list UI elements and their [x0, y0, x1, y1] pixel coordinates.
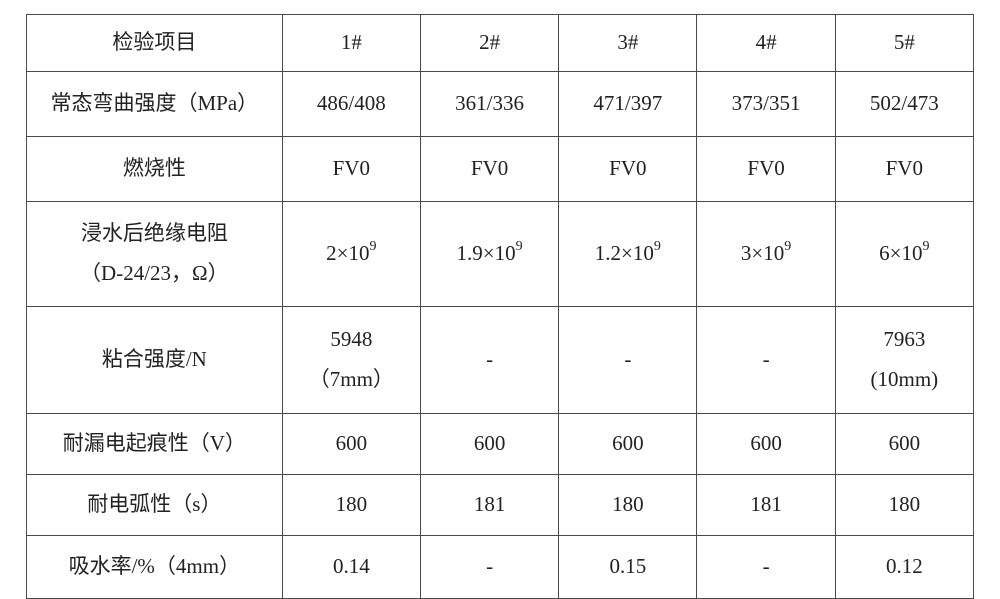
value-cell: - [559, 307, 697, 414]
value-cell: FV0 [420, 137, 558, 202]
value-cell: 3×109 [697, 202, 835, 307]
value-cell: 486/408 [282, 72, 420, 137]
row-label: 粘合强度/N [27, 307, 283, 414]
value-cell: 5948（7mm） [282, 307, 420, 414]
value-cell: 1.2×109 [559, 202, 697, 307]
row-label: 耐漏电起痕性（V） [27, 414, 283, 475]
value-note: (10mm) [838, 360, 971, 400]
row-label: 常态弯曲强度（MPa） [27, 72, 283, 137]
column-header: 1# [282, 15, 420, 72]
value-cell: 600 [559, 414, 697, 475]
value-cell: FV0 [559, 137, 697, 202]
column-header-label: 检验项目 [27, 15, 283, 72]
table-row: 耐电弧性（s）180181180181180 [27, 475, 974, 536]
mantissa: 6 [879, 241, 890, 265]
value-cell: 373/351 [697, 72, 835, 137]
exponent: 9 [654, 239, 661, 254]
mantissa: 3 [741, 241, 752, 265]
row-label: 吸水率/%（4mm） [27, 536, 283, 599]
exponent: 9 [370, 239, 377, 254]
value-primary: 7963 [838, 320, 971, 360]
row-label-line: （D-24/23，Ω） [29, 254, 280, 294]
column-header: 4# [697, 15, 835, 72]
mantissa: 2 [326, 241, 337, 265]
value-primary: 5948 [285, 320, 418, 360]
value-cell: 180 [282, 475, 420, 536]
value-cell: FV0 [697, 137, 835, 202]
value-cell: 600 [835, 414, 973, 475]
row-label-line: 浸水后绝缘电阻 [29, 214, 280, 254]
table-row: 燃烧性FV0FV0FV0FV0FV0 [27, 137, 974, 202]
table-row: 浸水后绝缘电阻（D-24/23，Ω）2×1091.9×1091.2×1093×1… [27, 202, 974, 307]
value-cell: - [697, 536, 835, 599]
value-cell: 0.14 [282, 536, 420, 599]
mantissa: 1.2 [595, 241, 621, 265]
table-row: 吸水率/%（4mm）0.14-0.15-0.12 [27, 536, 974, 599]
row-label: 燃烧性 [27, 137, 283, 202]
column-header: 2# [420, 15, 558, 72]
exponent: 9 [923, 239, 930, 254]
table-row: 粘合强度/N5948（7mm）---7963(10mm) [27, 307, 974, 414]
value-cell: 600 [420, 414, 558, 475]
row-label: 耐电弧性（s） [27, 475, 283, 536]
value-cell: 6×109 [835, 202, 973, 307]
value-cell: 7963(10mm) [835, 307, 973, 414]
value-cell: FV0 [282, 137, 420, 202]
exponent: 9 [784, 239, 791, 254]
table-header-row: 检验项目1#2#3#4#5# [27, 15, 974, 72]
value-cell: 502/473 [835, 72, 973, 137]
value-cell: 181 [420, 475, 558, 536]
data-table: 检验项目1#2#3#4#5#常态弯曲强度（MPa）486/408361/3364… [26, 14, 974, 599]
value-cell: 180 [559, 475, 697, 536]
table-row: 常态弯曲强度（MPa）486/408361/336471/397373/3515… [27, 72, 974, 137]
value-cell: - [420, 536, 558, 599]
value-cell: 471/397 [559, 72, 697, 137]
value-cell: 2×109 [282, 202, 420, 307]
value-cell: 181 [697, 475, 835, 536]
value-cell: FV0 [835, 137, 973, 202]
value-cell: 180 [835, 475, 973, 536]
value-cell: 0.12 [835, 536, 973, 599]
value-cell: - [420, 307, 558, 414]
exponent: 9 [516, 239, 523, 254]
table-row: 耐漏电起痕性（V）600600600600600 [27, 414, 974, 475]
row-label: 浸水后绝缘电阻（D-24/23，Ω） [27, 202, 283, 307]
value-cell: - [697, 307, 835, 414]
value-cell: 1.9×109 [420, 202, 558, 307]
column-header: 3# [559, 15, 697, 72]
value-cell: 0.15 [559, 536, 697, 599]
value-cell: 600 [697, 414, 835, 475]
value-cell: 600 [282, 414, 420, 475]
column-header: 5# [835, 15, 973, 72]
mantissa: 1.9 [457, 241, 483, 265]
value-cell: 361/336 [420, 72, 558, 137]
value-note: （7mm） [285, 360, 418, 400]
